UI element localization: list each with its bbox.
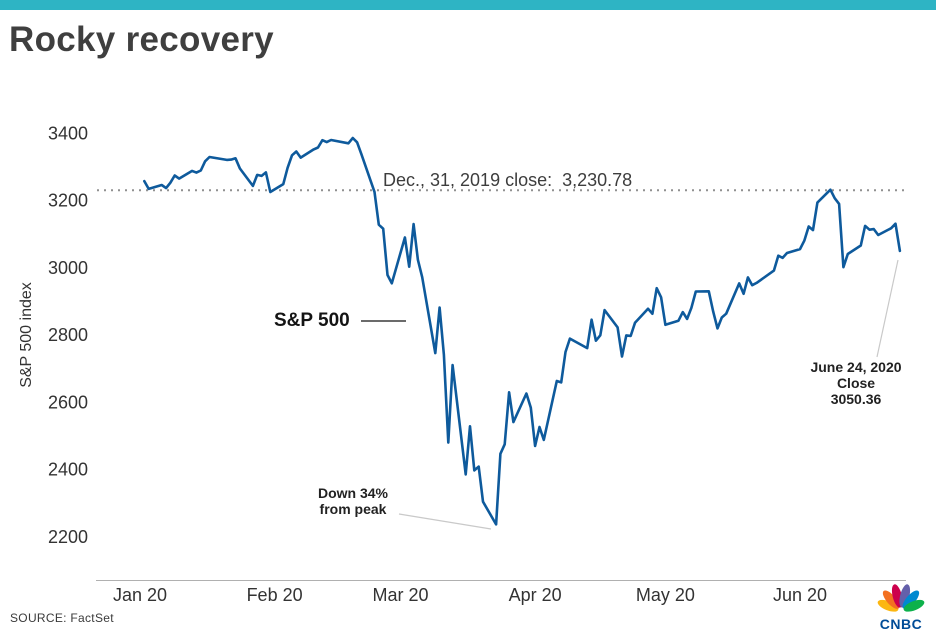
y-tick-label: 2400 <box>48 460 88 480</box>
annotation-line: 3050.36 <box>830 391 882 407</box>
y-tick-label: 3400 <box>48 123 88 143</box>
down-peak-leader-line <box>398 513 492 530</box>
x-tick-label: Apr 20 <box>509 585 562 605</box>
x-tick-label: Feb 20 <box>247 585 303 605</box>
annotation-june-close: June 24, 2020 Close 3050.36 <box>806 359 906 407</box>
annotation-line: Down 34% <box>317 485 388 501</box>
june-close-leader-line <box>876 259 899 358</box>
y-tick-label: 2800 <box>48 325 88 345</box>
x-tick-label: Jun 20 <box>773 585 827 605</box>
y-tick-label: 3000 <box>48 258 88 278</box>
cnbc-wordmark: CNBC <box>879 616 923 632</box>
chart-title: Rocky recovery <box>9 20 274 59</box>
annotation-line: June 24, 2020 <box>810 359 902 375</box>
annotation-line: Close <box>836 375 876 391</box>
annotation-dec-close: Dec., 31, 2019 close: 3,230.78 <box>383 170 633 190</box>
annotation-series-label: S&P 500 <box>274 310 350 331</box>
cnbc-logo: CNBC <box>872 582 930 632</box>
sp500-series-line <box>143 136 902 526</box>
annotation-line: from peak <box>319 501 387 517</box>
annotation-down-from-peak: Down 34% from peak <box>305 485 401 517</box>
x-tick-label: Jan 20 <box>113 585 167 605</box>
top-accent-bar <box>0 0 936 10</box>
peacock-icon <box>877 584 925 612</box>
x-tick-label: Mar 20 <box>372 585 428 605</box>
y-tick-label: 2200 <box>48 527 88 547</box>
source-attribution: SOURCE: FactSet <box>10 611 114 625</box>
y-tick-label: 3200 <box>48 191 88 211</box>
x-tick-label: May 20 <box>636 585 695 605</box>
y-tick-label: 2600 <box>48 392 88 412</box>
